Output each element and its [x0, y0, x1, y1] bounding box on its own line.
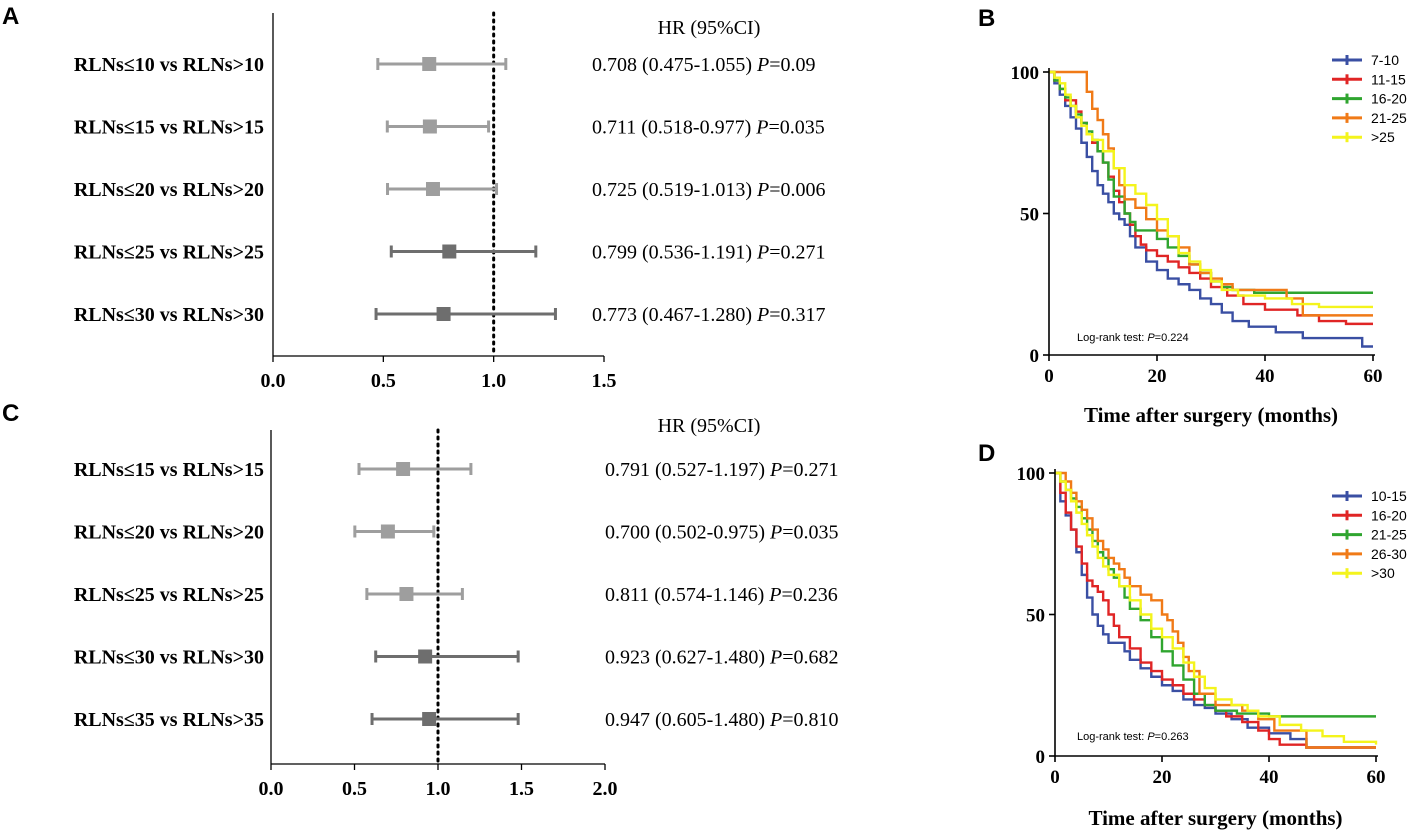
row-label: RLNs≤10 vs RLNs>10: [74, 54, 264, 76]
y-tick-label: 100: [1017, 464, 1046, 485]
legend-label: 16-20: [1371, 91, 1407, 107]
hr-ci-text: 0.811 (0.574-1.146) P=0.236: [605, 584, 838, 606]
hr-point: [442, 244, 457, 259]
forest-panel-a: A 0.0 0.5 1.0 1.5 HR (95%CI) RLNs≤10 vs RLNs>…: [0, 0, 900, 400]
x-tick-label: 20: [1148, 366, 1167, 387]
hr-point: [425, 182, 440, 196]
hr-point: [422, 712, 437, 726]
hr-ci-text: 0.711 (0.518-0.977) P=0.035: [592, 117, 825, 139]
x-tick-label: 1.0: [426, 778, 451, 800]
hr-ci-text: 0.791 (0.527-1.197) P=0.271: [605, 459, 838, 481]
row-label: RLNs≤25 vs RLNs>25: [74, 584, 264, 606]
km-curve-16-20: [1055, 471, 1376, 749]
x-tick-label: 0: [1050, 767, 1060, 788]
x-tick-label: 0.0: [261, 370, 286, 392]
hr-point: [396, 462, 411, 476]
x-tick-label: 60: [1364, 366, 1383, 387]
y-tick-label: 0: [1030, 346, 1040, 367]
x-tick-label: 40: [1256, 366, 1275, 387]
legend-label: 16-20: [1371, 507, 1407, 523]
log-rank-annotation: Log-rank test: P=0.224: [1077, 332, 1189, 344]
panel-label-c: C: [2, 400, 19, 427]
row-label: RLNs≤25 vs RLNs>25: [74, 242, 264, 264]
hr-point: [380, 524, 395, 539]
legend-label: 21-25: [1371, 527, 1407, 543]
row-label: RLNs≤20 vs RLNs>20: [74, 522, 264, 544]
legend-label: 11-15: [1371, 71, 1406, 87]
x-axis-title: Time after surgery (months): [1088, 806, 1342, 830]
hr-ci-text: 0.947 (0.605-1.480) P=0.810: [605, 709, 838, 731]
y-tick-label: 100: [1011, 63, 1040, 84]
legend-label: 7-10: [1371, 52, 1399, 68]
hr-point: [422, 119, 437, 134]
km-curve-7-10: [1049, 70, 1373, 348]
km-panel-d: D 0 50 100 0 20 40 60 Time after surgery (month…: [960, 435, 1420, 831]
hr-point: [418, 649, 433, 664]
x-tick-label: 1.0: [481, 370, 506, 392]
forest-plot-a: A 0.0 0.5 1.0 1.5 HR (95%CI) RLNs≤10 vs RLNs>…: [2, 3, 825, 392]
hr-point: [436, 307, 451, 321]
y-tick-label: 50: [1020, 205, 1039, 226]
x-tick-label: 2.0: [593, 778, 618, 800]
forest-plot-c: C 0.0 0.5 1.0 1.5 2.0 HR (95%CI) RLNs≤15 vs RL…: [2, 400, 838, 800]
hr-ci-text: 0.773 (0.467-1.280) P=0.317: [592, 304, 825, 326]
x-tick-label: 0.5: [342, 778, 367, 800]
row-label: RLNs≤30 vs RLNs>30: [74, 647, 264, 669]
x-tick-label: 0.5: [371, 370, 396, 392]
hr-ci-text: 0.708 (0.475-1.055) P=0.09: [592, 54, 815, 76]
km-plot-b: B 0 50 100 0 20 40 60 Time after surgery (month…: [978, 5, 1407, 427]
legend-label: 21-25: [1371, 110, 1407, 126]
km-curve-26-30: [1055, 471, 1376, 749]
legend-label: >25: [1371, 129, 1395, 145]
hr-ci-text: 0.923 (0.627-1.480) P=0.682: [605, 647, 838, 669]
km-curve->30: [1055, 471, 1378, 745]
x-tick-label: 0: [1044, 366, 1054, 387]
row-label: RLNs≤35 vs RLNs>35: [74, 709, 264, 731]
hr-point: [422, 57, 437, 71]
km-plot-d: D 0 50 100 0 20 40 60 Time after surgery (month…: [978, 440, 1407, 830]
hr-header: HR (95%CI): [658, 17, 761, 39]
hr-ci-text: 0.700 (0.502-0.975) P=0.035: [605, 522, 838, 544]
x-tick-label: 20: [1153, 767, 1172, 788]
x-axis-title: Time after surgery (months): [1084, 403, 1338, 427]
forest-panel-c: C 0.0 0.5 1.0 1.5 2.0 HR (95%CI) RLNs≤15 vs RL…: [0, 395, 940, 831]
legend-label: >30: [1371, 565, 1395, 581]
legend-label: 26-30: [1371, 546, 1407, 562]
row-label: RLNs≤30 vs RLNs>30: [74, 304, 264, 326]
hr-ci-text: 0.799 (0.536-1.191) P=0.271: [592, 242, 825, 264]
log-rank-annotation: Log-rank test: P=0.263: [1077, 731, 1189, 743]
km-panel-b: B 0 50 100 0 20 40 60 Time after surgery (month…: [960, 0, 1420, 440]
hr-header: HR (95%CI): [658, 415, 761, 437]
row-label: RLNs≤15 vs RLNs>15: [74, 117, 264, 139]
x-tick-label: 60: [1367, 767, 1386, 788]
x-tick-label: 0.0: [259, 778, 284, 800]
x-tick-label: 1.5: [592, 370, 617, 392]
km-curve->25: [1049, 70, 1373, 309]
panel-label-a: A: [2, 3, 19, 30]
y-tick-label: 0: [1036, 747, 1046, 768]
panel-label-b: B: [978, 5, 995, 32]
row-label: RLNs≤15 vs RLNs>15: [74, 459, 264, 481]
row-label: RLNs≤20 vs RLNs>20: [74, 179, 264, 201]
hr-ci-text: 0.725 (0.519-1.013) P=0.006: [592, 179, 825, 201]
panel-label-d: D: [978, 440, 995, 467]
y-tick-label: 50: [1026, 606, 1045, 627]
x-tick-label: 40: [1260, 767, 1279, 788]
legend-label: 10-15: [1371, 488, 1407, 504]
x-tick-label: 1.5: [509, 778, 534, 800]
hr-point: [399, 587, 414, 601]
